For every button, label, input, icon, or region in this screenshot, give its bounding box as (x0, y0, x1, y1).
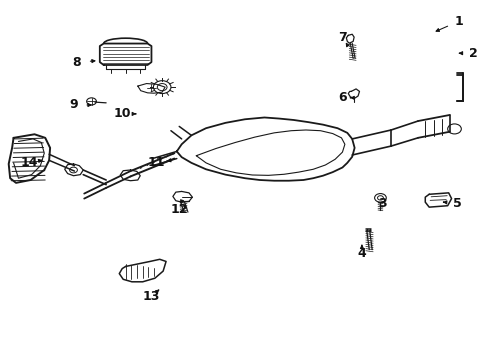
Text: 5: 5 (453, 197, 461, 210)
Text: 1: 1 (455, 14, 464, 27)
Text: 10: 10 (114, 107, 131, 120)
Text: 8: 8 (73, 55, 81, 69)
Text: 2: 2 (468, 47, 477, 60)
Text: 7: 7 (338, 31, 347, 44)
Text: 11: 11 (147, 156, 165, 169)
Text: 6: 6 (338, 91, 347, 104)
Text: 14: 14 (21, 156, 38, 169)
Text: 4: 4 (358, 247, 367, 260)
Text: 9: 9 (69, 99, 78, 112)
Text: 12: 12 (171, 203, 188, 216)
Text: 3: 3 (378, 197, 387, 210)
Text: 13: 13 (143, 289, 160, 303)
